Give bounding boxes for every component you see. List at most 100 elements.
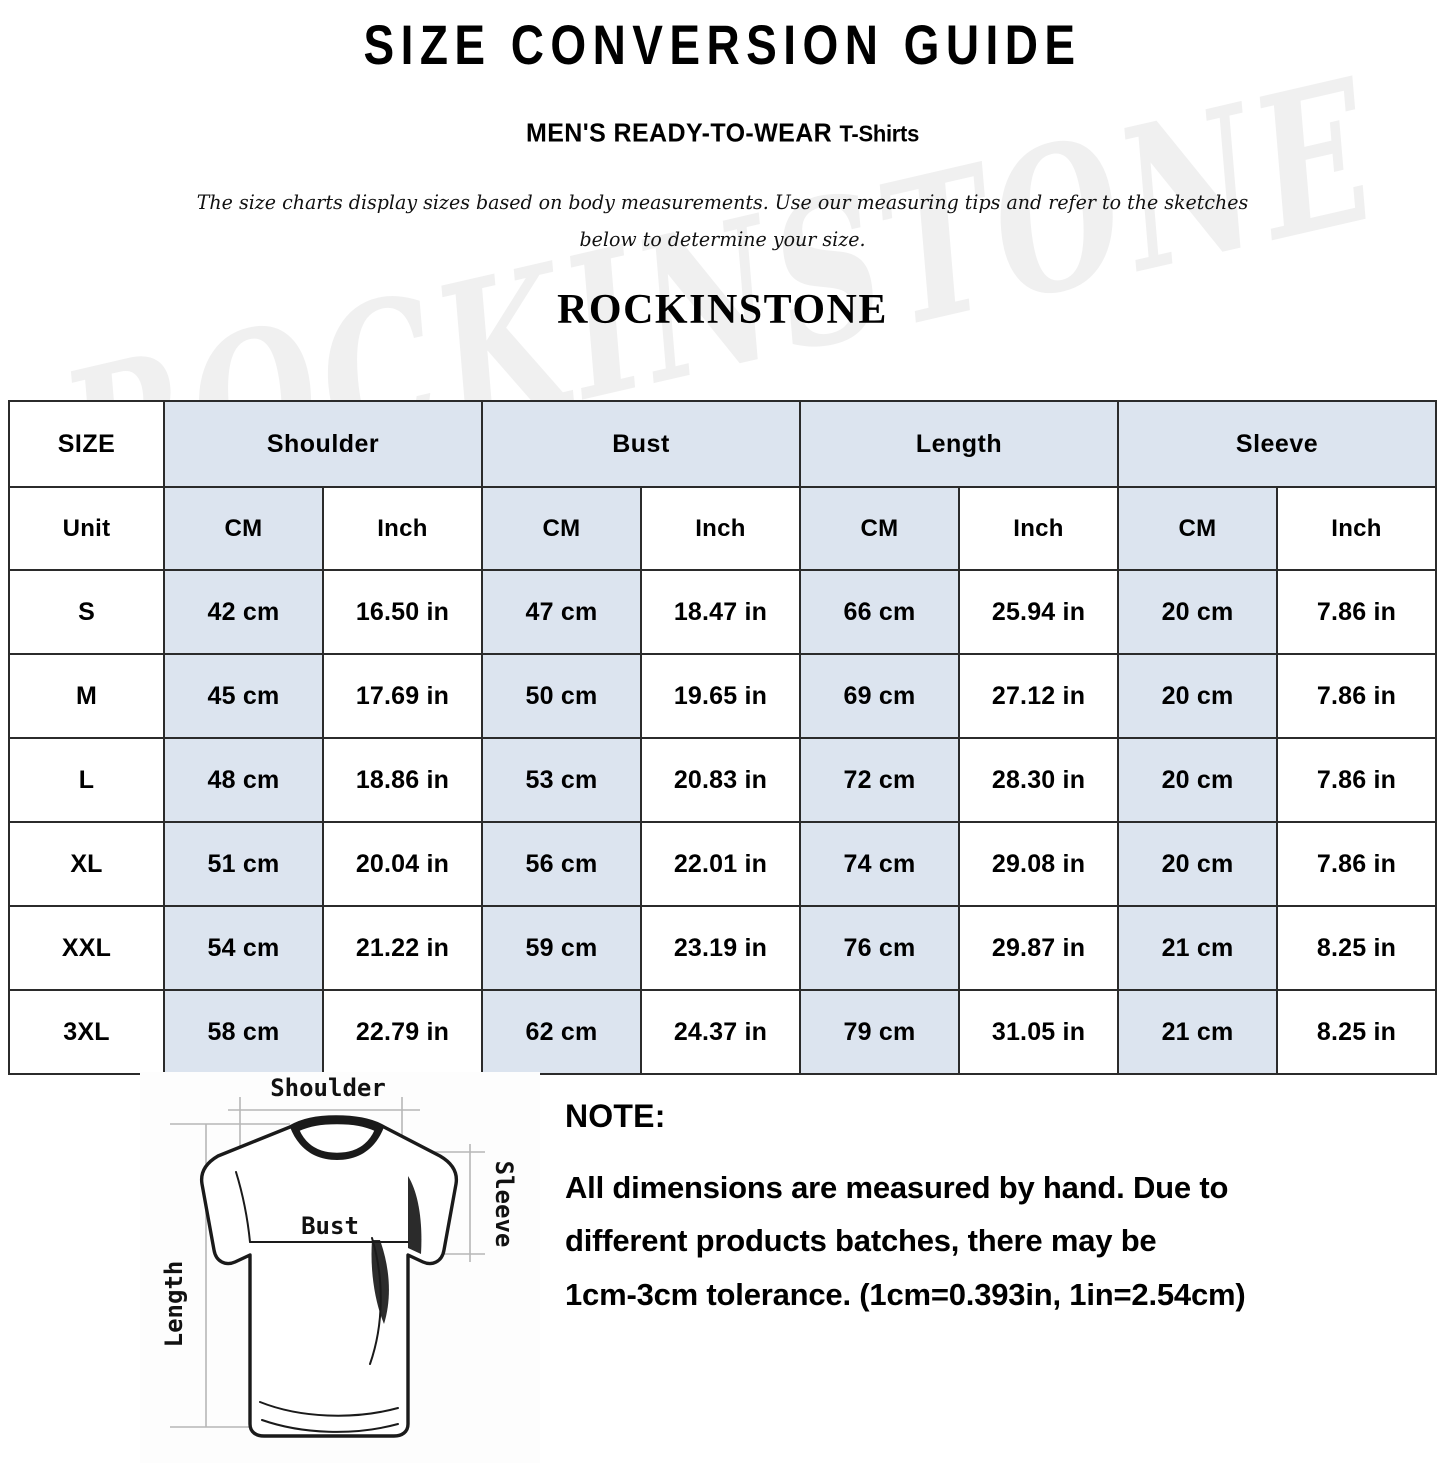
tshirt-collar-inner bbox=[296, 1121, 378, 1156]
table-cell: 79 cm bbox=[799, 989, 960, 1075]
note-body: All dimensions are measured by hand. Due… bbox=[565, 1161, 1405, 1321]
table-cell: 22.01 in bbox=[640, 821, 801, 907]
table-unit-label: Unit bbox=[8, 486, 165, 571]
table-unit-inch-4: Inch bbox=[640, 486, 801, 571]
size-conversion-table: SIZE Shoulder Bust Length Sleeve Unit CM Inch C… bbox=[8, 400, 1438, 1075]
table-row: XL 51 cm 20.04 in 56 cm 22.01 in 74 cm 29.08 i… bbox=[8, 821, 1438, 907]
table-cell: 56 cm bbox=[481, 821, 642, 907]
brand-name: ROCKINSTONE bbox=[557, 287, 888, 333]
table-cell: 59 cm bbox=[481, 905, 642, 991]
note-block: NOTE: All dimensions are measured by han… bbox=[565, 1098, 1405, 1321]
table-unit-inch-6: Inch bbox=[957, 486, 1120, 571]
note-line-3: 1cm-3cm tolerance. (1cm=0.393in, 1in=2.5… bbox=[565, 1276, 1246, 1312]
table-cell: 8.25 in bbox=[1276, 905, 1438, 991]
table-cell: 20 cm bbox=[1117, 737, 1279, 823]
table-cell: 47 cm bbox=[481, 569, 642, 655]
table-cell: 74 cm bbox=[799, 821, 960, 907]
size-table-container: SIZE Shoulder Bust Length Sleeve Unit CM Inch C… bbox=[8, 400, 1438, 1075]
note-line-2: different products batches, there may be bbox=[565, 1223, 1157, 1259]
table-cell: 7.86 in bbox=[1276, 653, 1438, 739]
table-row: XXL 54 cm 21.22 in 59 cm 23.19 in 76 cm 29.87 … bbox=[8, 905, 1438, 991]
table-head: SIZE Shoulder Bust Length Sleeve Unit CM Inch C… bbox=[8, 400, 1438, 571]
table-row: 3XL 58 cm 22.79 in 62 cm 24.37 in 79 cm 31.05 … bbox=[8, 989, 1438, 1075]
table-cell: 62 cm bbox=[481, 989, 642, 1075]
table-cell: 69 cm bbox=[799, 653, 960, 739]
table-row: L 48 cm 18.86 in 53 cm 20.83 in 72 cm 28.30 in… bbox=[8, 737, 1438, 823]
table-unit-cm-5: CM bbox=[799, 486, 960, 571]
table-unit-row: Unit CM Inch CM Inch CM Inch CM Inch bbox=[8, 486, 1438, 571]
diagram-label-length: Length bbox=[160, 1261, 188, 1348]
diagram-label-sleeve: Sleeve bbox=[490, 1161, 518, 1248]
table-cell: 51 cm bbox=[163, 821, 324, 907]
table-cell: 22.79 in bbox=[322, 989, 483, 1075]
table-group-header-size: SIZE bbox=[8, 400, 165, 488]
table-cell-size: M bbox=[8, 653, 165, 739]
page-title: SIZE CONVERSION GUIDE bbox=[363, 13, 1082, 77]
table-cell-size: XXL bbox=[8, 905, 165, 991]
table-cell: 28.30 in bbox=[957, 737, 1120, 823]
table-cell-size: XL bbox=[8, 821, 165, 907]
page-description: The size charts display sizes based on b… bbox=[36, 184, 1409, 258]
table-group-header-shoulder: Shoulder bbox=[163, 400, 483, 488]
note-title: NOTE: bbox=[565, 1098, 666, 1134]
table-group-header-bust: Bust bbox=[481, 400, 801, 488]
table-cell: 29.08 in bbox=[957, 821, 1120, 907]
table-cell: 18.86 in bbox=[322, 737, 483, 823]
diagram-label-bust: Bust bbox=[301, 1212, 359, 1240]
table-cell-size: 3XL bbox=[8, 989, 165, 1075]
table-cell: 7.86 in bbox=[1276, 821, 1438, 907]
table-cell: 20 cm bbox=[1117, 653, 1279, 739]
table-cell: 20.04 in bbox=[322, 821, 483, 907]
bottom-section: Shoulder Bust Length Sleeve NOTE: All di… bbox=[0, 1066, 1445, 1463]
tshirt-fold-lines bbox=[235, 1171, 409, 1433]
table-cell: 76 cm bbox=[799, 905, 960, 991]
table-row: S 42 cm 16.50 in 47 cm 18.47 in 66 cm 25.94 in… bbox=[8, 569, 1438, 655]
table-cell: 23.19 in bbox=[640, 905, 801, 991]
table-body: S 42 cm 16.50 in 47 cm 18.47 in 66 cm 25.94 in… bbox=[8, 569, 1438, 1075]
page-header: SIZE CONVERSION GUIDE MEN'S READY-TO-WEA… bbox=[0, 13, 1445, 334]
table-cell: 7.86 in bbox=[1276, 569, 1438, 655]
table-unit-cm-3: CM bbox=[481, 486, 642, 571]
subtitle-product: T-Shirts bbox=[839, 120, 920, 147]
table-cell-size: S bbox=[8, 569, 165, 655]
table-cell: 54 cm bbox=[163, 905, 324, 991]
table-cell: 29.87 in bbox=[957, 905, 1120, 991]
guide-lines bbox=[170, 1097, 485, 1428]
table-cell: 8.25 in bbox=[1276, 989, 1438, 1075]
table-cell: 25.94 in bbox=[957, 569, 1120, 655]
table-cell: 19.65 in bbox=[640, 653, 801, 739]
table-cell: 53 cm bbox=[481, 737, 642, 823]
table-cell: 16.50 in bbox=[322, 569, 483, 655]
tshirt-outline bbox=[199, 1115, 459, 1438]
table-cell: 21 cm bbox=[1117, 989, 1279, 1075]
subtitle-category: MEN'S READY-TO-WEAR bbox=[525, 118, 833, 148]
description-line-2: below to determine your size. bbox=[579, 227, 866, 251]
table-cell: 72 cm bbox=[799, 737, 960, 823]
table-cell: 21.22 in bbox=[322, 905, 483, 991]
table-cell: 45 cm bbox=[163, 653, 324, 739]
table-cell: 42 cm bbox=[163, 569, 324, 655]
table-cell: 48 cm bbox=[163, 737, 324, 823]
table-cell: 66 cm bbox=[799, 569, 960, 655]
table-cell: 17.69 in bbox=[322, 653, 483, 739]
table-unit-inch-2: Inch bbox=[322, 486, 483, 571]
table-row: M 45 cm 17.69 in 50 cm 19.65 in 69 cm 27.12 in… bbox=[8, 653, 1438, 739]
table-cell-size: L bbox=[8, 737, 165, 823]
table-cell: 27.12 in bbox=[957, 653, 1120, 739]
table-cell: 18.47 in bbox=[640, 569, 801, 655]
table-group-header-sleeve: Sleeve bbox=[1117, 400, 1438, 488]
page-subtitle: MEN'S READY-TO-WEAR T-Shirts bbox=[0, 118, 1445, 148]
table-group-header-length: Length bbox=[798, 400, 1120, 488]
tshirt-diagram-svg: Shoulder Bust Length Sleeve bbox=[160, 1074, 518, 1438]
table-cell: 31.05 in bbox=[957, 989, 1120, 1075]
note-line-1: All dimensions are measured by hand. Due… bbox=[565, 1170, 1229, 1205]
description-line-1: The size charts display sizes based on b… bbox=[196, 190, 1249, 214]
table-group-header-row: SIZE Shoulder Bust Length Sleeve bbox=[8, 400, 1438, 488]
table-unit-cm-1: CM bbox=[163, 486, 324, 571]
table-unit-inch-8: Inch bbox=[1276, 486, 1438, 571]
table-cell: 20 cm bbox=[1117, 569, 1279, 655]
table-cell: 7.86 in bbox=[1276, 737, 1438, 823]
table-cell: 58 cm bbox=[163, 989, 324, 1075]
table-unit-cm-7: CM bbox=[1117, 486, 1279, 571]
table-cell: 20 cm bbox=[1117, 821, 1279, 907]
